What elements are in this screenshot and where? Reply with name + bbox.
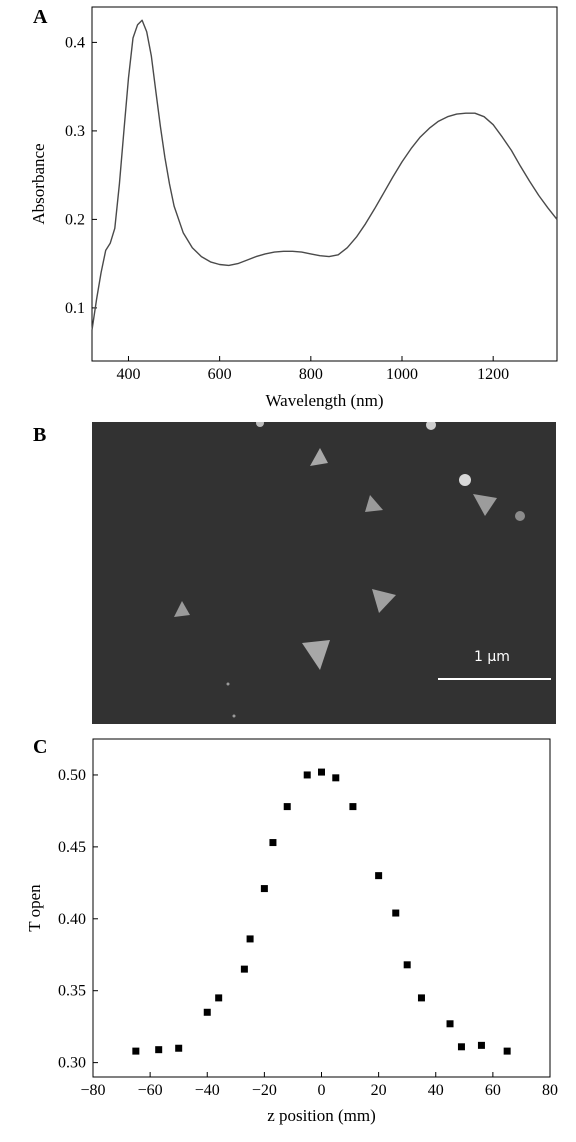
nanoprism [372, 589, 396, 613]
y-tick-label: 0.1 [65, 300, 85, 317]
nanoparticle [226, 682, 230, 686]
data-point [446, 1020, 454, 1028]
data-point [175, 1044, 183, 1052]
sem-micrograph: 1 µm [92, 422, 556, 724]
data-point [349, 803, 357, 811]
x-tick-label: −60 [138, 1082, 163, 1099]
x-tick-label: 40 [428, 1082, 444, 1099]
panel-letter-b: B [33, 424, 47, 446]
y-axis-label: T open [25, 884, 44, 932]
data-point [318, 768, 325, 776]
data-point [332, 774, 340, 782]
nanoparticle [459, 474, 471, 486]
data-point [155, 1046, 163, 1054]
nanoprism [365, 495, 383, 512]
y-tick-label: 0.45 [58, 839, 86, 856]
data-point [215, 994, 223, 1002]
x-tick-label: 1200 [477, 366, 509, 383]
y-tick-label: 0.40 [58, 911, 86, 928]
y-tick-label: 0.3 [65, 123, 85, 140]
x-tick-label: −40 [195, 1082, 220, 1099]
x-tick-label: −80 [80, 1082, 105, 1099]
y-tick-label: 0.35 [58, 983, 86, 1000]
x-tick-label: 0 [318, 1082, 326, 1099]
nanoprism [473, 494, 497, 516]
scale-bar-label: 1 µm [474, 649, 510, 665]
data-point [392, 909, 400, 917]
plot-frame [91, 6, 558, 362]
nanoparticle [515, 511, 525, 521]
x-tick-label: 20 [371, 1082, 387, 1099]
data-point [260, 885, 268, 893]
data-point [417, 994, 425, 1002]
x-tick-label: 60 [485, 1082, 501, 1099]
data-point [503, 1047, 511, 1055]
data-point [246, 935, 254, 943]
x-tick-label: 800 [299, 366, 323, 383]
nanoparticle [232, 714, 236, 718]
data-point [303, 771, 311, 779]
y-tick-label: 0.50 [58, 767, 86, 784]
x-axis-label: z position (mm) [267, 1106, 376, 1125]
x-tick-label: 1000 [386, 366, 418, 383]
nanoparticle [256, 422, 264, 427]
plot-frame [92, 738, 551, 1078]
data-point [132, 1047, 140, 1055]
y-tick-label: 0.2 [65, 211, 85, 228]
nanoprism [310, 448, 328, 466]
data-point [240, 965, 248, 973]
y-tick-label: 0.4 [65, 34, 85, 51]
absorbance-chart: 400 600 800 1000 1200 0.1 0.2 0.3 0.4 Wavelength … [29, 6, 558, 410]
data-point [457, 1043, 465, 1051]
sem-particles [174, 422, 551, 718]
panel-letter-a: A [33, 6, 48, 28]
x-axis-label: Wavelength (nm) [265, 391, 383, 410]
zscan-chart: −80 −60 −40 −20 0 20 40 60 80 0.30 0.35 0.40 0.45 0.5… [25, 738, 558, 1125]
y-tick-label: 0.30 [58, 1055, 86, 1072]
x-tick-label: 80 [542, 1082, 558, 1099]
panel-letter-c: C [33, 736, 48, 758]
data-point [283, 803, 291, 811]
data-point [269, 839, 277, 847]
data-point [203, 1008, 211, 1016]
y-axis-label: Absorbance [29, 143, 48, 224]
x-tick-label: 400 [116, 366, 140, 383]
data-point [403, 961, 411, 969]
x-tick-label: −20 [252, 1082, 277, 1099]
nanoprism [302, 640, 330, 670]
data-point [477, 1041, 485, 1049]
nanoprism [174, 601, 190, 617]
nanoparticle [426, 422, 436, 430]
data-point [375, 872, 383, 880]
spectrum-line [91, 19, 558, 331]
x-tick-label: 600 [208, 366, 232, 383]
